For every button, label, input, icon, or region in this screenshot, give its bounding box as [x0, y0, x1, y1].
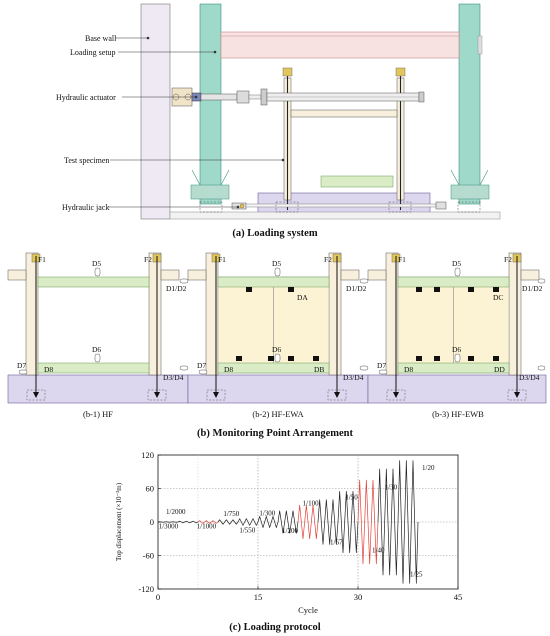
x-tick-label: 0	[156, 592, 160, 602]
load-step-series	[397, 460, 419, 584]
x-axis-label: Cycle	[298, 605, 318, 615]
d5-label: D5	[452, 259, 461, 268]
drift-ratio-labels: 1/3000 1/2000 1/1000 1/750 1/550 1/300 1/200 1/…	[159, 464, 435, 579]
drift-ratio-label: 1/300	[259, 509, 275, 517]
d6-label: D6	[272, 345, 281, 354]
caption-hf: (b-1) HF	[83, 409, 113, 419]
load-step-series	[217, 519, 239, 525]
x-tick-label: 15	[254, 592, 263, 602]
load-step-series	[237, 518, 259, 526]
d5-label: D5	[92, 259, 101, 268]
x-tick-label: 30	[354, 592, 363, 602]
drift-ratio-label: 1/550	[239, 527, 255, 535]
d3d4-label: D3/D4	[343, 373, 364, 382]
loading-setup-beam	[220, 31, 460, 59]
load-step-series	[297, 504, 319, 540]
axis-ticks: 0 15 30 45 120 60 0 -60 -120	[138, 450, 462, 602]
load-step-series	[317, 499, 339, 545]
dd-label: DD	[494, 365, 505, 374]
y-tick-label: 60	[146, 484, 155, 494]
subpanel-hf: F1 F2 D5 D6 D7 D8 D1/D2 D3/D4 (b-1) HF	[7, 252, 189, 419]
d7-label: D7	[197, 361, 206, 370]
caption-loading-system: (a) Loading system	[232, 228, 317, 239]
f1-label: F1	[218, 255, 226, 264]
drift-ratio-label: 1/1000	[197, 523, 217, 531]
test-specimen-beam	[290, 109, 398, 118]
y-axis-label: Top displacement (×10⁻³m)	[115, 482, 123, 561]
monitoring-panel: F1 F2 D5 D6 D7 D8 D1/D2 D3/D4 (b-1) HF	[7, 252, 547, 439]
d1d2-label: D1/D2	[166, 284, 187, 293]
d7-label: D7	[17, 361, 26, 370]
loading-system-panel: Base wall Loading setup Hydraulic actuat…	[56, 3, 501, 239]
cycle-series	[157, 460, 419, 584]
d1d2-label: D1/D2	[522, 284, 543, 293]
subpanel-hf-ewb: F1 F2 D5 D6 D7 D8 D1/D2 D3/D4 DC DD (b-3…	[367, 252, 547, 419]
y-tick-label: 0	[150, 517, 154, 527]
drift-ratio-label: 1/67	[330, 538, 343, 546]
loading-frame-column-right	[458, 3, 481, 205]
d3d4-label: D3/D4	[519, 373, 540, 382]
drift-ratio-label: 1/3000	[159, 523, 179, 531]
label-loading-setup: Loading setup	[70, 48, 116, 57]
label-base-wall: Base wall	[85, 34, 117, 43]
load-step-series	[197, 520, 219, 524]
drift-ratio-label: 1/100	[303, 499, 319, 507]
label-hydraulic-jack: Hydraulic jack	[62, 203, 109, 212]
drift-ratio-label: 1/750	[223, 510, 239, 518]
x-tick-label: 45	[454, 592, 463, 602]
d8-label: D8	[224, 365, 233, 374]
d3d4-label: D3/D4	[163, 373, 184, 382]
caption-monitoring: (b) Monitoring Point Arrangement	[197, 428, 354, 439]
d5-label: D5	[272, 259, 281, 268]
caption-loading-protocol: (c) Loading protocol	[229, 622, 320, 633]
load-step-series	[377, 468, 399, 576]
caption-hf-ewa: (b-2) HF-EWA	[252, 409, 304, 419]
f2-label: F2	[504, 255, 512, 264]
f1-label: F1	[398, 255, 406, 264]
dc-label: DC	[493, 293, 503, 302]
drift-ratio-label: 1/20	[422, 464, 435, 472]
drift-ratio-label: 1/30	[385, 484, 398, 492]
drift-ratio-label: 1/200	[282, 527, 298, 535]
da-label: DA	[297, 293, 308, 302]
d1d2-label: D1/D2	[346, 284, 367, 293]
base-wall	[140, 3, 171, 220]
d8-label: D8	[44, 365, 53, 374]
load-step-series	[257, 516, 279, 528]
load-step-series	[177, 520, 199, 524]
label-test-specimen: Test specimen	[64, 156, 109, 165]
d7-label: D7	[377, 361, 386, 370]
y-tick-label: -60	[143, 551, 154, 561]
caption-hf-ewb: (b-3) HF-EWB	[432, 409, 484, 419]
db-label: DB	[314, 365, 324, 374]
f2-label: F2	[144, 255, 152, 264]
f1-label: F1	[38, 255, 46, 264]
label-hydraulic-actuator: Hydraulic actuator	[56, 93, 116, 102]
load-step-series	[277, 510, 299, 534]
y-tick-label: 120	[141, 450, 154, 460]
drift-ratio-label: 1/2000	[166, 508, 186, 516]
loading-frame-column-left	[199, 3, 222, 205]
d6-label: D6	[452, 345, 461, 354]
hydraulic-jack	[231, 201, 447, 210]
y-tick-label: -120	[138, 584, 154, 594]
load-step-series	[157, 521, 179, 523]
d8-label: D8	[404, 365, 413, 374]
drift-ratio-label: 1/25	[410, 571, 423, 579]
drift-ratio-label: 1/50	[345, 494, 358, 502]
load-step-series	[337, 490, 359, 554]
f2-label: F2	[324, 255, 332, 264]
drift-ratio-label: 1/40	[372, 547, 385, 555]
d6-label: D6	[92, 345, 101, 354]
subpanel-hf-ewa: F1 F2 D5 D6 D7 D8 D1/D2 D3/D4 DA DB (b-2…	[187, 252, 369, 419]
load-step-series	[357, 479, 379, 565]
